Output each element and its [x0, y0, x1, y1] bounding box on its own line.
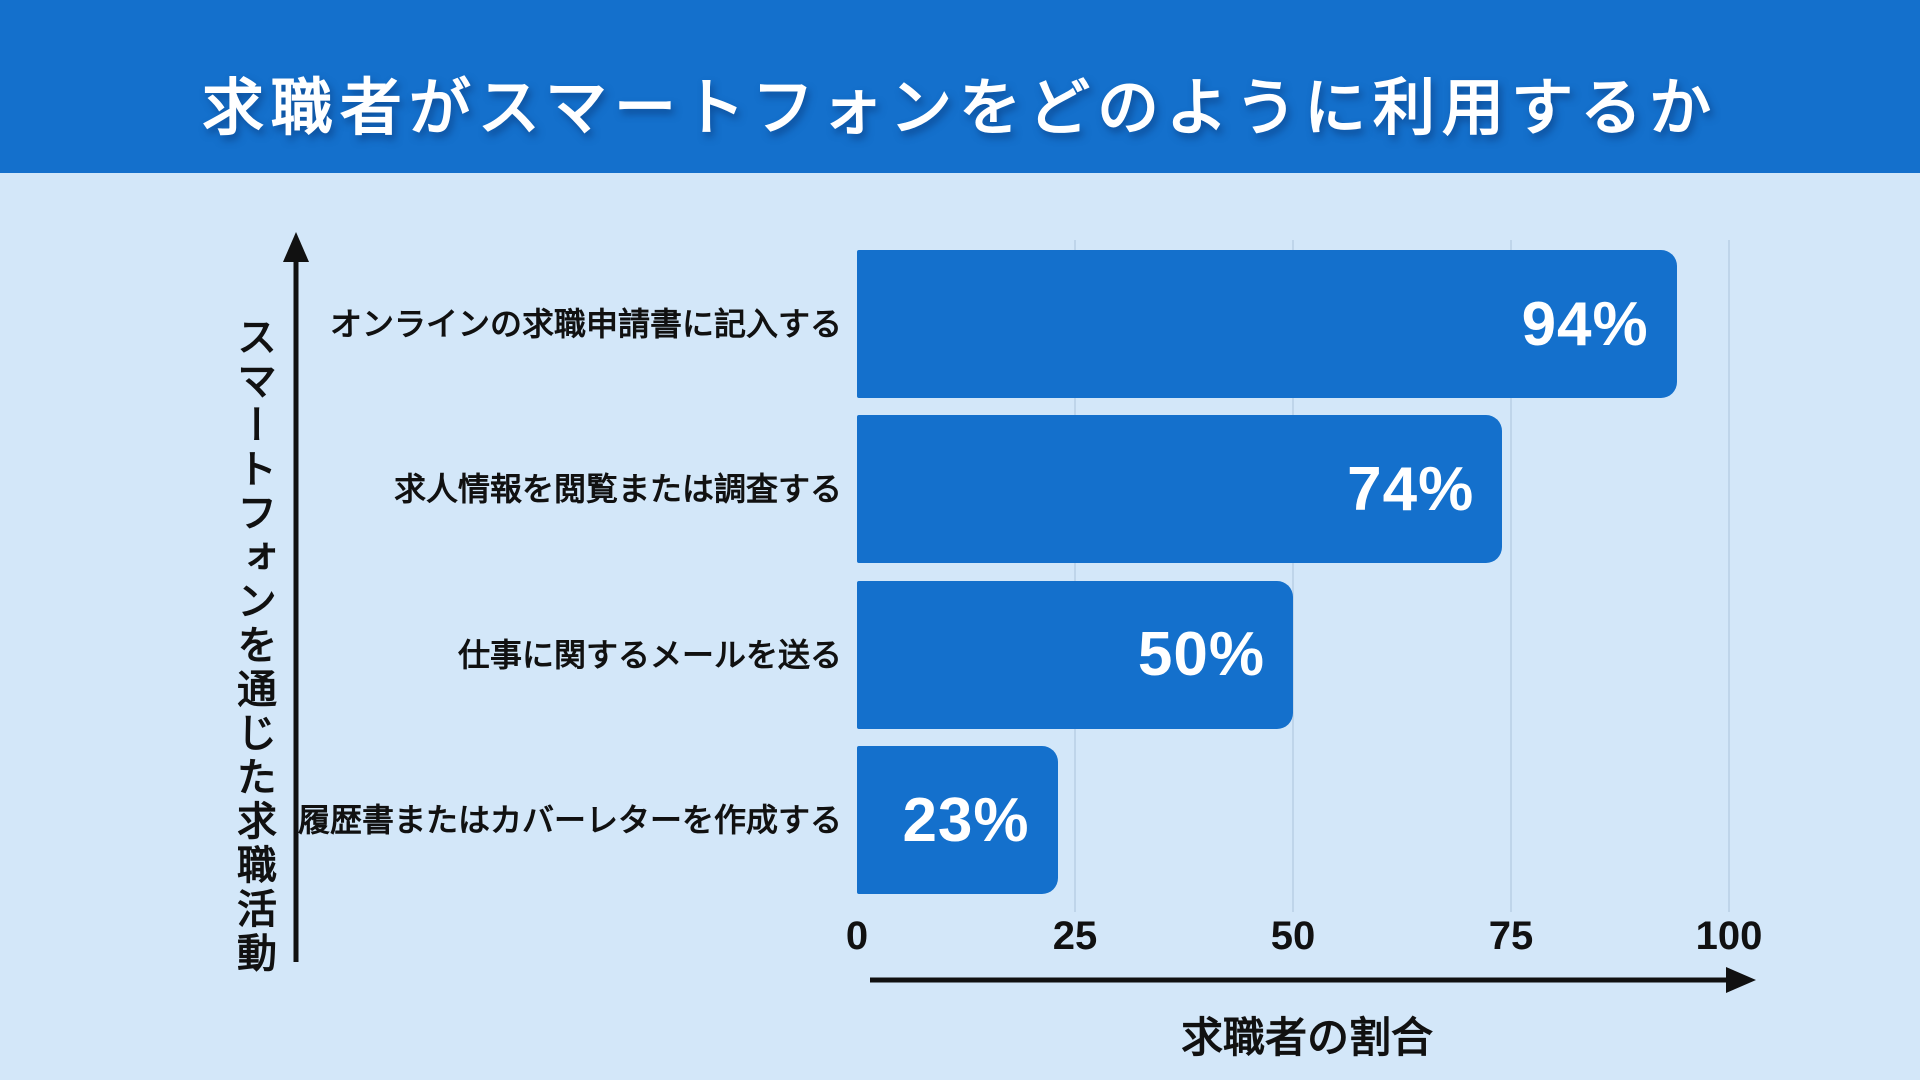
gridline-x-100 — [1728, 240, 1730, 912]
bar-0: 94% — [857, 250, 1677, 398]
bar-3: 23% — [857, 746, 1058, 895]
gridline-x-50 — [1292, 240, 1294, 912]
y-axis-label: スマートフォンを通じた求職活動 — [231, 316, 275, 976]
x-tick-label-100: 100 — [1695, 914, 1763, 958]
bar-value-label-0: 94% — [1521, 289, 1649, 359]
x-tick-label-25: 25 — [1052, 914, 1098, 958]
bar-value-label-3: 23% — [902, 785, 1030, 855]
plot-area: 94% 74% 50% 23% — [857, 240, 1730, 912]
gridline-x-25 — [1074, 240, 1076, 912]
category-label-0: オンラインの求職申請書に記入する — [329, 306, 842, 342]
y-axis-arrow-icon — [283, 232, 309, 962]
category-label-2: 仕事に関するメールを送る — [457, 636, 842, 673]
chart-title: 求職者がスマートフォンをどのように利用するか — [201, 73, 1719, 143]
bar-value-label-1: 74% — [1347, 454, 1475, 524]
x-tick-label-50: 50 — [1270, 914, 1316, 958]
x-axis-arrow-icon — [870, 967, 1756, 993]
bar-2: 50% — [857, 580, 1293, 729]
x-tick-label-0: 0 — [845, 914, 869, 958]
x-axis-label: 求職者の割合 — [1180, 1014, 1433, 1061]
x-tick-label-75: 75 — [1488, 914, 1534, 958]
bar-1: 74% — [857, 415, 1503, 564]
gridline-x-75 — [1510, 240, 1512, 912]
bar-value-label-2: 50% — [1137, 620, 1265, 690]
category-label-3: 履歴書またはカバーレターを作成する — [297, 802, 842, 839]
category-label-1: 求人情報を閲覧または調査する — [393, 471, 842, 508]
header-band: 求職者がスマートフォンをどのように利用するか — [0, 0, 1920, 173]
